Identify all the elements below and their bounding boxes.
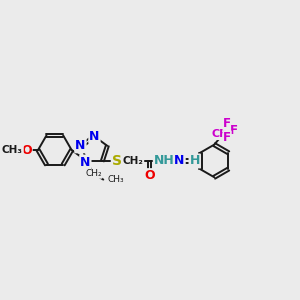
Text: CH₃: CH₃	[108, 175, 124, 184]
Text: N: N	[80, 156, 91, 169]
Text: F: F	[223, 131, 231, 144]
Text: CH₂: CH₂	[122, 156, 143, 166]
Text: N: N	[89, 130, 100, 143]
Text: F: F	[230, 124, 238, 137]
Text: CF₃: CF₃	[211, 129, 232, 139]
Text: F: F	[223, 117, 231, 130]
Text: S: S	[112, 154, 122, 168]
Text: N: N	[174, 154, 185, 167]
Text: H: H	[190, 154, 200, 167]
Text: O: O	[144, 169, 155, 182]
Text: O: O	[21, 143, 32, 157]
Text: CH₃: CH₃	[2, 145, 23, 155]
Text: N: N	[75, 139, 85, 152]
Text: CH₂: CH₂	[85, 169, 102, 178]
Text: NH: NH	[154, 154, 175, 167]
